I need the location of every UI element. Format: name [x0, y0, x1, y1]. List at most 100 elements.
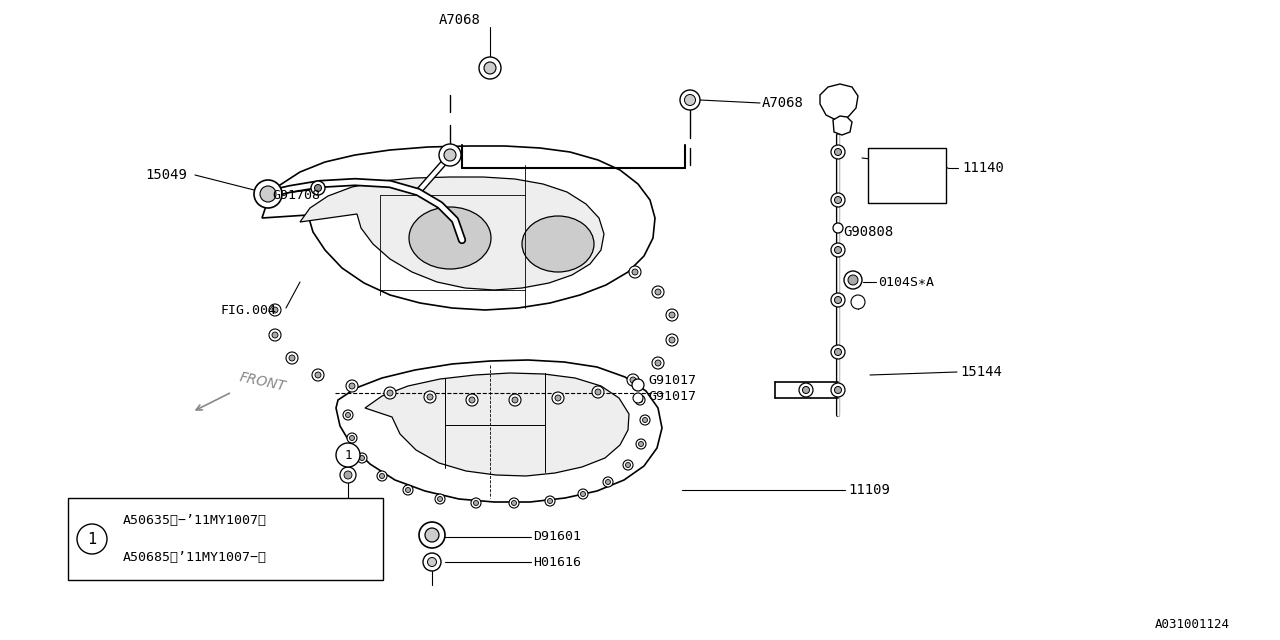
Circle shape	[685, 95, 695, 106]
Circle shape	[406, 488, 411, 493]
Polygon shape	[833, 116, 852, 135]
Circle shape	[466, 394, 477, 406]
Ellipse shape	[522, 216, 594, 272]
Circle shape	[484, 62, 497, 74]
Polygon shape	[820, 84, 858, 120]
Circle shape	[634, 393, 643, 403]
Circle shape	[285, 352, 298, 364]
Circle shape	[474, 500, 479, 506]
Circle shape	[552, 392, 564, 404]
Text: A50635（−’11MY1007）: A50635（−’11MY1007）	[123, 514, 268, 527]
Circle shape	[344, 471, 352, 479]
Text: FRONT: FRONT	[238, 370, 287, 394]
Circle shape	[831, 243, 845, 257]
Text: 1: 1	[87, 531, 96, 547]
Circle shape	[349, 435, 355, 440]
Circle shape	[844, 271, 861, 289]
Circle shape	[623, 460, 634, 470]
Text: D91601: D91601	[532, 531, 581, 543]
Circle shape	[639, 442, 644, 447]
Circle shape	[799, 383, 813, 397]
Circle shape	[603, 477, 613, 487]
Circle shape	[428, 557, 436, 566]
Polygon shape	[300, 177, 604, 290]
Circle shape	[835, 196, 841, 204]
Circle shape	[509, 498, 518, 508]
Circle shape	[424, 391, 436, 403]
Circle shape	[849, 275, 858, 285]
Circle shape	[652, 286, 664, 298]
Polygon shape	[337, 360, 662, 502]
Circle shape	[637, 397, 643, 403]
Circle shape	[357, 453, 367, 463]
Circle shape	[387, 390, 393, 396]
Circle shape	[833, 223, 844, 233]
Circle shape	[260, 186, 276, 202]
Circle shape	[435, 494, 445, 504]
Circle shape	[438, 497, 443, 502]
Circle shape	[379, 474, 384, 479]
Circle shape	[315, 184, 321, 191]
Circle shape	[628, 266, 641, 278]
Circle shape	[556, 395, 561, 401]
Circle shape	[444, 149, 456, 161]
Circle shape	[669, 312, 675, 318]
Circle shape	[346, 380, 358, 392]
Ellipse shape	[410, 207, 492, 269]
Circle shape	[666, 334, 678, 346]
Circle shape	[595, 389, 602, 395]
Circle shape	[479, 57, 500, 79]
Circle shape	[680, 90, 700, 110]
Circle shape	[835, 296, 841, 303]
Text: 0104S∗A: 0104S∗A	[878, 275, 934, 289]
Circle shape	[579, 489, 588, 499]
Circle shape	[605, 479, 611, 484]
Circle shape	[632, 379, 644, 391]
Circle shape	[831, 345, 845, 359]
Text: H01616: H01616	[532, 556, 581, 568]
Circle shape	[428, 394, 433, 400]
Circle shape	[273, 307, 278, 313]
Circle shape	[666, 309, 678, 321]
Circle shape	[439, 144, 461, 166]
Circle shape	[512, 397, 518, 403]
Circle shape	[403, 485, 413, 495]
Circle shape	[636, 439, 646, 449]
Circle shape	[545, 496, 556, 506]
Circle shape	[360, 456, 365, 461]
Circle shape	[593, 386, 604, 398]
Circle shape	[655, 360, 660, 366]
Text: 15049: 15049	[145, 168, 187, 182]
Text: G91017: G91017	[648, 374, 696, 387]
Circle shape	[269, 329, 282, 341]
Text: A7068: A7068	[439, 13, 481, 27]
Circle shape	[835, 148, 841, 156]
Bar	[68, 498, 383, 580]
Circle shape	[652, 357, 664, 369]
Text: G91708: G91708	[273, 189, 320, 202]
Circle shape	[315, 372, 321, 378]
Circle shape	[289, 355, 294, 361]
Circle shape	[627, 374, 639, 386]
Text: A50685（’11MY1007−）: A50685（’11MY1007−）	[123, 552, 268, 564]
Polygon shape	[365, 373, 628, 476]
Circle shape	[640, 415, 650, 425]
Circle shape	[512, 500, 517, 506]
Polygon shape	[262, 146, 655, 310]
Circle shape	[340, 467, 356, 483]
Text: G90808: G90808	[844, 225, 893, 239]
Circle shape	[471, 498, 481, 508]
Circle shape	[419, 522, 445, 548]
Circle shape	[851, 295, 865, 309]
Text: 11109: 11109	[849, 483, 890, 497]
Circle shape	[831, 193, 845, 207]
Circle shape	[626, 463, 631, 467]
Circle shape	[312, 369, 324, 381]
Circle shape	[378, 471, 387, 481]
Circle shape	[669, 337, 675, 343]
Circle shape	[468, 397, 475, 403]
Circle shape	[311, 181, 325, 195]
Text: 1: 1	[344, 449, 352, 461]
Circle shape	[548, 499, 553, 504]
Circle shape	[253, 180, 282, 208]
